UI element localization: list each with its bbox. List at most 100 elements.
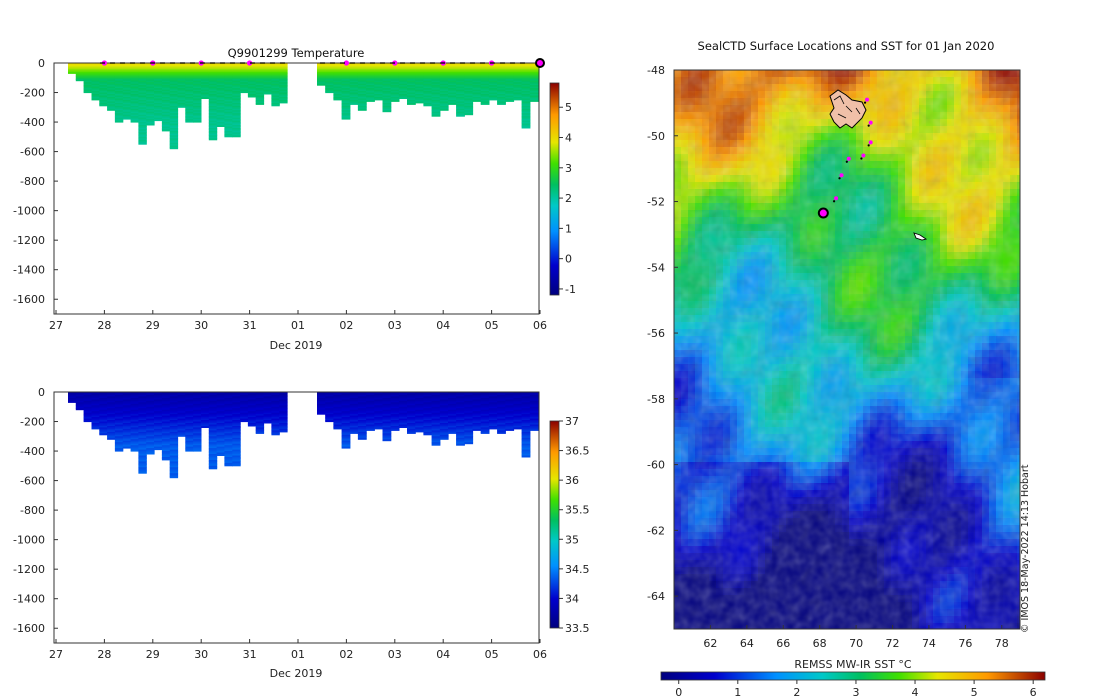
temperature-cell xyxy=(130,104,139,107)
salinity-cell xyxy=(341,436,351,439)
salinity-cell xyxy=(357,415,367,418)
salinity-cell xyxy=(513,400,523,403)
salinity-cell xyxy=(216,396,225,399)
temperature-cell xyxy=(480,83,490,86)
salinity-cell xyxy=(513,423,523,425)
salinity-cell xyxy=(423,423,433,425)
temperature-cell xyxy=(439,83,449,86)
salinity-cell xyxy=(216,400,225,403)
temperature-cell xyxy=(247,66,257,68)
temperature-cell xyxy=(415,76,424,79)
salinity-cell xyxy=(107,395,116,397)
salinity-cell xyxy=(208,426,218,428)
salinity-cell xyxy=(138,426,147,428)
salinity-cell xyxy=(193,426,202,428)
temperature-cell xyxy=(161,77,171,80)
salinity-cell xyxy=(431,402,441,405)
temperature-cell xyxy=(216,82,225,85)
temperature-cell xyxy=(83,85,92,88)
salinity-cell xyxy=(317,396,326,399)
temperature-cell xyxy=(169,63,179,65)
temperature-cell xyxy=(146,104,155,107)
salinity-cell xyxy=(185,403,194,406)
temperature-cell xyxy=(185,68,194,71)
salinity-cell xyxy=(130,426,139,428)
salinity-cell xyxy=(208,414,218,417)
temperature-cell xyxy=(513,79,523,82)
temperature-cell xyxy=(75,76,85,79)
salinity-cell xyxy=(521,414,531,417)
salinity-cell xyxy=(439,420,449,423)
temperature-cell xyxy=(279,71,288,74)
salinity-cell xyxy=(68,399,77,402)
temperature-cell xyxy=(208,99,218,102)
salinity-cell xyxy=(169,458,179,461)
temperature-cell xyxy=(415,63,424,65)
salinity-cell xyxy=(374,396,384,399)
salinity-cell xyxy=(366,409,375,412)
salinity-cell xyxy=(439,437,449,440)
salinity-cell xyxy=(521,412,531,415)
temperature-cell xyxy=(224,108,233,111)
salinity-cell xyxy=(398,393,408,396)
temperature-cell xyxy=(224,99,233,102)
temperature-cell xyxy=(216,64,225,67)
temperature-cell xyxy=(247,80,257,83)
temperature-cell xyxy=(99,79,108,82)
salinity-cell xyxy=(263,421,272,424)
salinity-cell xyxy=(407,392,416,394)
salinity-cell xyxy=(464,411,474,414)
temperature-cell xyxy=(224,98,233,101)
temperature-cell xyxy=(208,125,218,127)
salinity-cell xyxy=(138,468,147,471)
temperature-cell xyxy=(521,64,531,67)
temperature-cell xyxy=(177,74,186,77)
salinity-cell xyxy=(216,426,225,428)
salinity-cell xyxy=(107,403,116,406)
salinity-cell xyxy=(497,397,506,400)
temperature-cell xyxy=(366,74,375,77)
salinity-cell xyxy=(232,440,241,443)
temperature-cell xyxy=(146,68,155,71)
salinity-cell xyxy=(130,417,139,420)
temperature-cell xyxy=(497,63,506,65)
temperature-cell xyxy=(224,91,233,94)
temperature-cell xyxy=(232,86,241,89)
salinity-cell xyxy=(255,414,265,417)
temperature-cell xyxy=(208,71,218,74)
salinity-cell xyxy=(390,415,400,418)
temperature-cell xyxy=(224,123,233,126)
temperature-cell xyxy=(439,89,449,92)
temperature-cell xyxy=(464,88,474,91)
temperature-cell xyxy=(146,105,155,108)
salinity-cell xyxy=(464,402,474,405)
salinity-cell xyxy=(232,452,241,455)
salinity-cell xyxy=(341,417,351,420)
temperature-cell xyxy=(456,113,465,116)
salinity-cell xyxy=(464,418,474,421)
temperature-cell xyxy=(232,126,241,129)
salinity-cell xyxy=(193,436,202,439)
salinity-cell xyxy=(208,421,218,424)
temperature-cell xyxy=(480,71,490,74)
salinity-cell xyxy=(138,462,147,465)
temperature-cell xyxy=(224,80,233,83)
salinity-cell xyxy=(130,446,139,449)
temperature-cell xyxy=(439,98,449,101)
temperature-cell xyxy=(456,80,465,83)
salinity-cell xyxy=(448,403,457,406)
temperature-cell xyxy=(497,70,506,73)
salinity-cell xyxy=(398,412,408,415)
salinity-cell xyxy=(317,393,326,396)
temperature-cell xyxy=(333,82,343,85)
salinity-cell xyxy=(513,396,523,399)
temperature-cell xyxy=(357,107,367,110)
salinity-cell xyxy=(193,409,202,412)
temperature-cell xyxy=(480,66,490,68)
salinity-cell xyxy=(349,396,359,399)
salinity-cell xyxy=(431,430,441,433)
salinity-cell xyxy=(107,428,116,431)
temperature-cell xyxy=(208,80,218,83)
temperature-cell xyxy=(349,66,359,68)
temperature-cell xyxy=(480,92,490,95)
